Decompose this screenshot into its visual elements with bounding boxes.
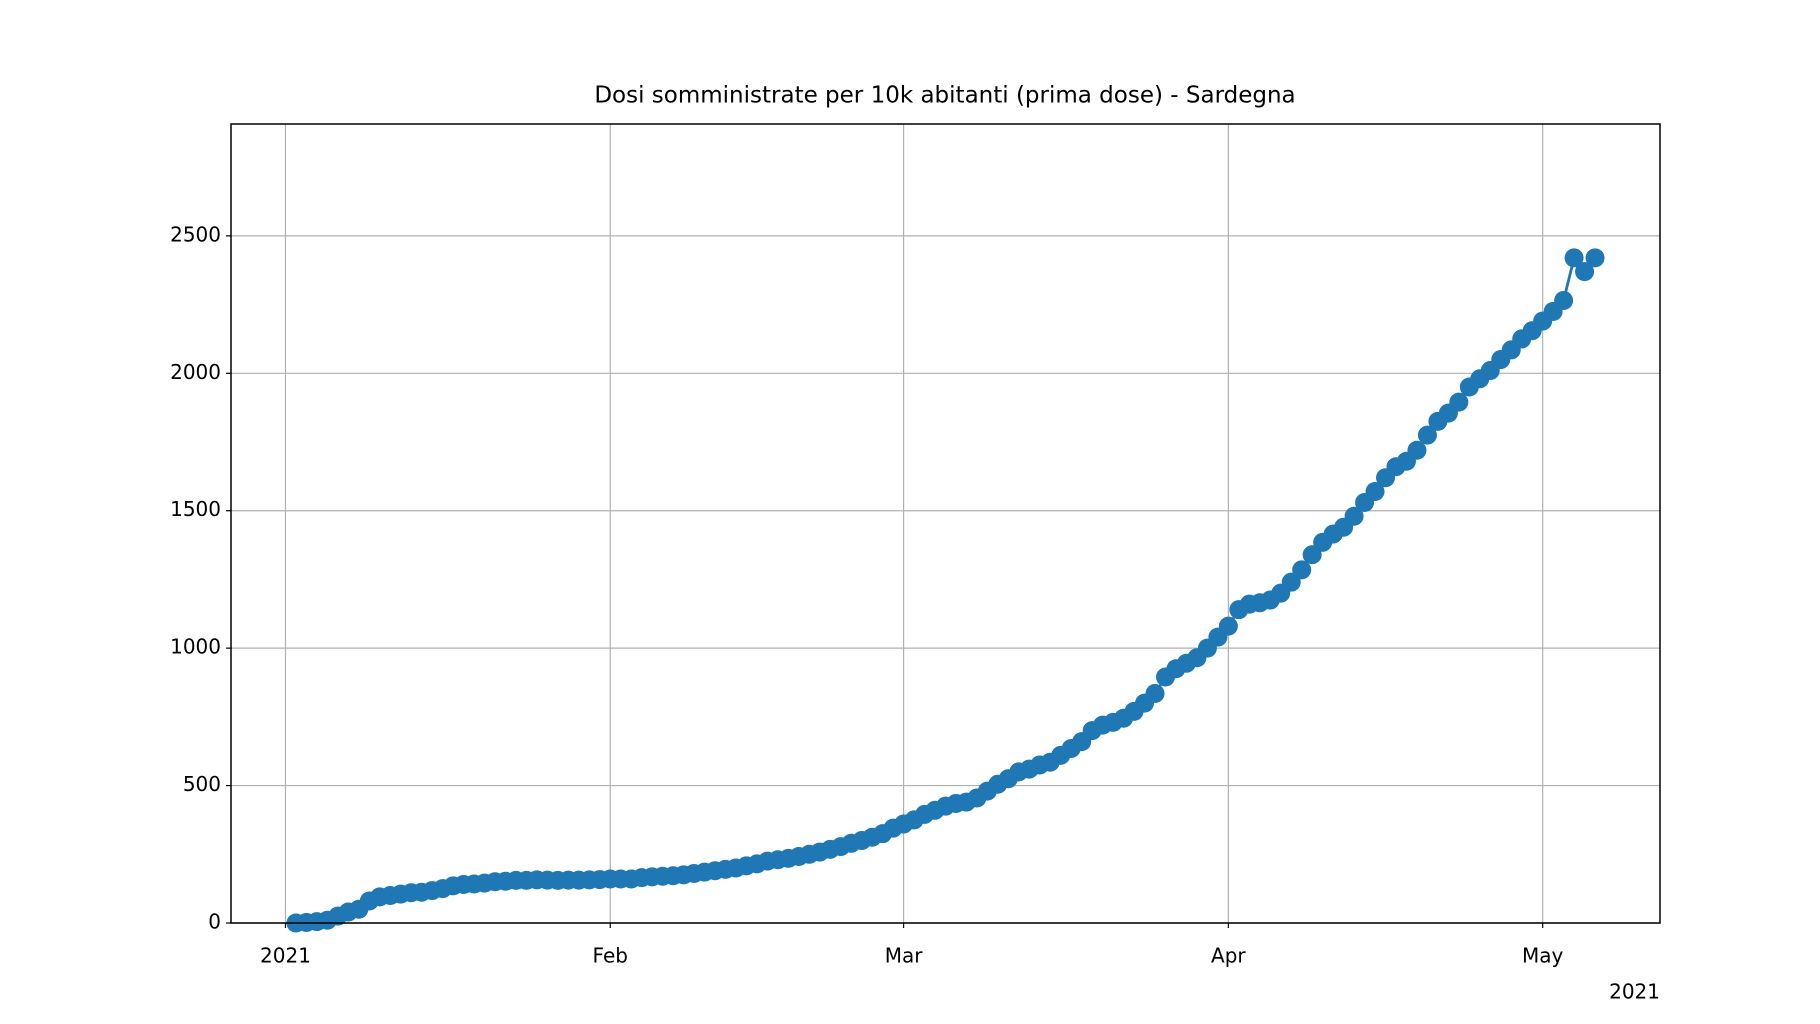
marker — [1407, 440, 1427, 460]
x-tick-label: Mar — [885, 944, 924, 968]
marker — [1302, 545, 1322, 565]
x-tick-label: 2021 — [260, 944, 311, 968]
plot-frame — [230, 123, 1661, 924]
y-tick-label: 2000 — [170, 360, 221, 384]
y-tick-label: 1000 — [170, 635, 221, 659]
x-tick-label: Feb — [593, 944, 628, 968]
marker — [1344, 506, 1364, 526]
marker — [1449, 392, 1469, 412]
x-tick-label: May — [1522, 944, 1564, 968]
marker — [1417, 425, 1437, 445]
marker — [1281, 572, 1301, 592]
marker — [1365, 481, 1385, 501]
x-tick-label: Apr — [1211, 944, 1246, 968]
y-tick-label: 500 — [183, 772, 221, 796]
y-tick-label: 2500 — [170, 222, 221, 246]
marker — [1292, 560, 1312, 580]
y-tick-label: 0 — [208, 910, 221, 934]
marker — [1564, 248, 1584, 268]
marker — [1218, 616, 1238, 636]
marker — [1145, 683, 1165, 703]
marker — [1575, 262, 1595, 282]
chart-title: Dosi somministrate per 10k abitanti (pri… — [594, 83, 1295, 109]
x-offset-label: 2021 — [1609, 980, 1660, 1004]
marker — [1585, 248, 1605, 268]
y-tick-label: 1500 — [170, 497, 221, 521]
marker — [1554, 290, 1574, 310]
